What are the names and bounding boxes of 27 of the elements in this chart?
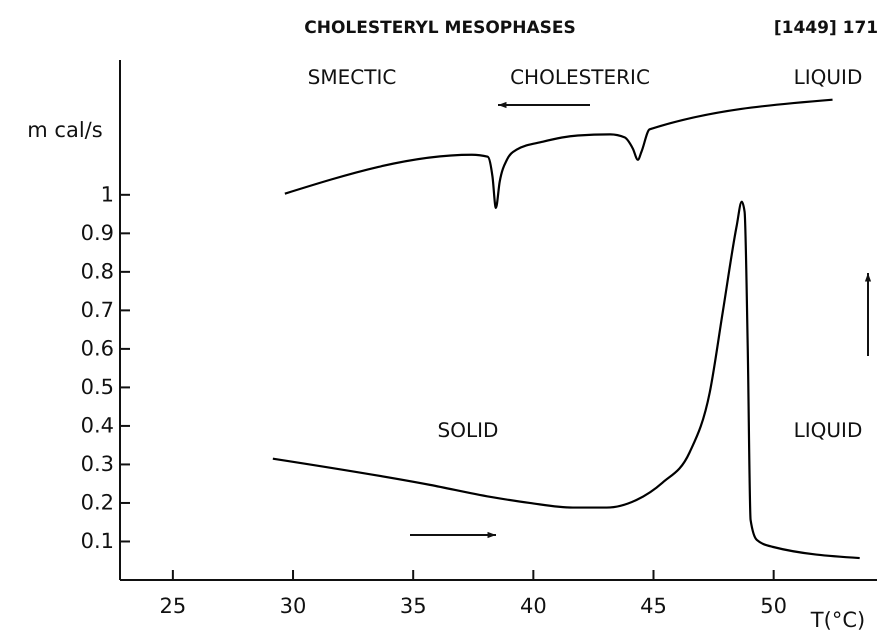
y-tick-label: 0.5	[80, 375, 114, 400]
y-tick-label: 0.1	[80, 529, 114, 554]
y-tick-label: 0.4	[80, 414, 114, 438]
chart-title: CHOLESTERYL MESOPHASES	[304, 18, 576, 38]
x-tick-label: 25	[160, 594, 186, 618]
y-tick-label: 0.7	[80, 298, 114, 322]
x-axis-title: T(°C)	[810, 608, 866, 632]
x-tick-label: 30	[280, 594, 306, 618]
x-tick-label: 50	[760, 594, 788, 618]
x-tick-label: 45	[640, 594, 667, 618]
y-tick-label: 0.2	[80, 490, 114, 515]
line-series	[272, 200, 861, 560]
y-tick-label: 0.8	[80, 260, 114, 284]
x-tick-label: 40	[520, 594, 547, 618]
annotation: SMECTIC	[308, 65, 396, 89]
line-series	[284, 98, 834, 210]
x-tick-label: 35	[400, 594, 427, 618]
y-tick-label: 0.9	[80, 221, 114, 246]
annotation: CHOLESTERIC	[510, 65, 650, 89]
annotation: SOLID	[438, 418, 498, 442]
text: [1449] 171	[774, 18, 877, 38]
y-tick-label: 1	[100, 182, 114, 207]
y-tick-label: 0.3	[80, 452, 114, 476]
y-axis-title: m cal/s	[27, 118, 103, 142]
annotation: LIQUID	[794, 65, 862, 89]
y-tick-label: 0.6	[80, 336, 114, 361]
annotation: LIQUID	[794, 418, 862, 442]
